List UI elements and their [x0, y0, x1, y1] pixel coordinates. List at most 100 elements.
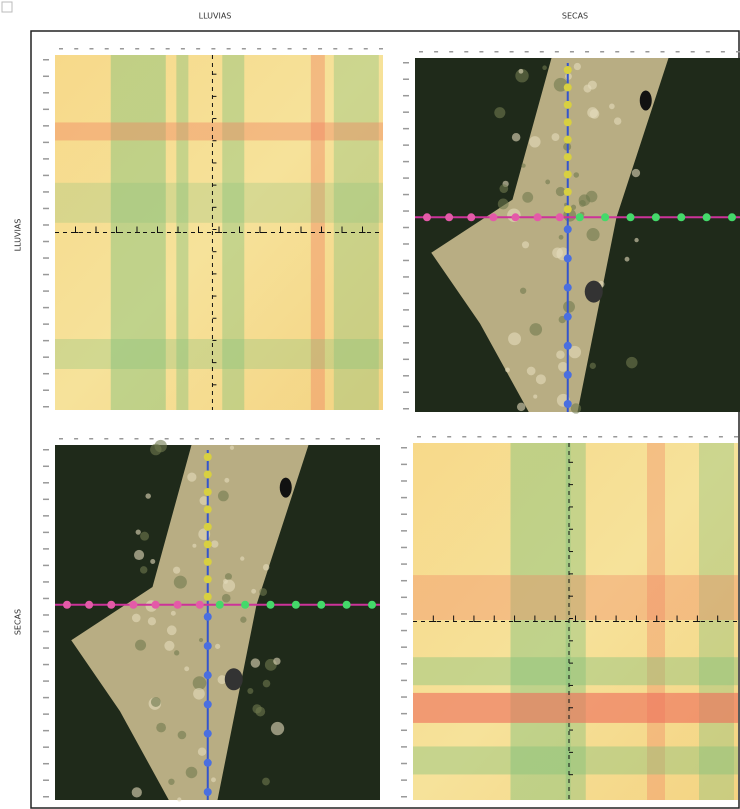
axis-tick-mark [403, 78, 409, 80]
terrain-patch [517, 403, 525, 411]
axis-tick-mark [449, 51, 453, 53]
marker-yellow [204, 558, 212, 566]
axis-tick-mark [43, 241, 49, 243]
terrain-patch [609, 104, 615, 110]
axis-tick-mark [43, 406, 49, 408]
axis-tick-mark [181, 48, 185, 50]
terrain-patch [558, 362, 568, 372]
terrain-patch [587, 228, 600, 241]
axis-tick-mark [316, 438, 320, 440]
axis-tick-mark [598, 436, 602, 438]
axis-tick-mark [401, 663, 407, 665]
terrain-patch [563, 301, 575, 313]
axis-tick-mark [403, 227, 409, 229]
terrain-patch [262, 778, 270, 786]
axis-tick-mark [403, 95, 409, 97]
marker-green [292, 601, 300, 609]
marker-green [241, 601, 249, 609]
marker-pink [196, 601, 204, 609]
terrain-patch [225, 573, 232, 580]
marker-pink [512, 213, 520, 221]
marker-pink [152, 601, 160, 609]
terrain-patch [529, 323, 542, 336]
axis-tick-mark [736, 51, 740, 53]
axis-tick-mark [43, 449, 49, 451]
terrain-patch [634, 238, 638, 242]
terrain-patch [247, 688, 253, 694]
axis-tick-mark [43, 515, 49, 517]
axis-tick-mark [525, 51, 529, 53]
marker-pink [556, 213, 564, 221]
axis-tick-mark [43, 466, 49, 468]
terrain-patch [140, 532, 149, 541]
axis-tick-mark [43, 482, 49, 484]
axis-tick-mark [195, 438, 199, 440]
terrain-patch [240, 556, 244, 560]
axis-tick-mark [43, 779, 49, 781]
terrain-patch [559, 235, 564, 240]
marker-green [601, 213, 609, 221]
axis-tick-mark [376, 438, 380, 440]
axis-tick-mark [43, 664, 49, 666]
marker-green [728, 213, 736, 221]
marker-pink [63, 601, 71, 609]
axis-tick-mark [403, 408, 409, 410]
terrain-patch [211, 540, 218, 547]
axis-tick-mark [401, 513, 407, 515]
terrain-patch [552, 133, 560, 141]
axis-tick-mark [540, 51, 544, 53]
axis-tick-mark [401, 696, 407, 698]
terrain-patch [192, 544, 196, 548]
terrain-patch [211, 777, 216, 782]
terrain-patch [586, 191, 598, 203]
axis-tick-mark [43, 565, 49, 567]
row-header: SECAS [14, 609, 23, 635]
axis-tick-mark [257, 48, 261, 50]
figure: LLUVIAS SECAS LLUVIAS SECAS [0, 0, 740, 809]
axis-tick-mark [346, 438, 350, 440]
terrain-patch [590, 363, 596, 369]
axis-tick-mark [403, 210, 409, 212]
terrain-patch [632, 169, 640, 177]
axis-tick-mark [43, 713, 49, 715]
terrain-patch [148, 617, 156, 625]
axis-tick-mark [211, 48, 215, 50]
axis-tick-mark [706, 51, 710, 53]
terrain-patch [223, 580, 235, 592]
axis-tick-mark [43, 307, 49, 309]
axis-tick-mark [285, 438, 289, 440]
terrain-patch [587, 107, 598, 118]
terrain-patch [271, 722, 284, 735]
axis-tick-mark [43, 125, 49, 127]
axis-tick-mark [492, 436, 496, 438]
marker-blue [564, 225, 572, 233]
row-header: LLUVIAS [14, 219, 23, 252]
axis-tick-mark [43, 59, 49, 61]
axis-tick-mark [689, 436, 693, 438]
terrain-patch [259, 588, 267, 596]
axis-tick-mark [403, 260, 409, 262]
axis-tick-mark [43, 763, 49, 765]
axis-tick-mark [255, 438, 259, 440]
axis-tick-mark [401, 613, 407, 615]
marker-pink [174, 601, 182, 609]
axis-tick-mark [432, 436, 436, 438]
terrain-patch [536, 374, 546, 384]
axis-tick-mark [721, 51, 725, 53]
axis-tick-mark [401, 680, 407, 682]
terrain-patch [184, 666, 189, 671]
axis-tick-mark [43, 746, 49, 748]
axis-tick-mark [734, 436, 738, 438]
axis-tick-mark [165, 438, 169, 440]
axis-tick-mark [477, 436, 481, 438]
heatmap-row-band [413, 693, 738, 723]
marker-pink [467, 213, 475, 221]
marker-yellow [204, 505, 212, 513]
axis-tick-mark [43, 730, 49, 732]
axis-tick-mark [403, 293, 409, 295]
marker-green [216, 601, 224, 609]
marker-yellow [204, 540, 212, 548]
terrain-patch [230, 446, 234, 450]
axis-tick-mark [401, 530, 407, 532]
axis-tick-mark [43, 532, 49, 534]
